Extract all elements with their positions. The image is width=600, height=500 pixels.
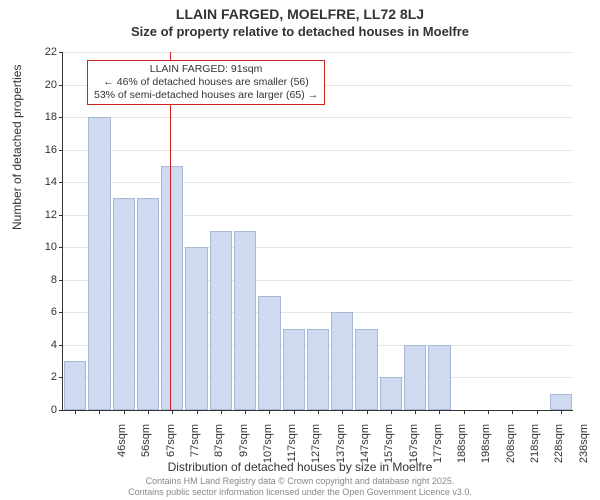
x-tick-mark — [197, 410, 198, 414]
x-tick-mark — [561, 410, 562, 414]
y-tick-mark — [59, 85, 63, 86]
histogram-bar — [428, 345, 450, 410]
y-tick-mark — [59, 312, 63, 313]
attribution-line-2: Contains public sector information licen… — [128, 487, 472, 497]
y-tick-label: 2 — [27, 371, 57, 383]
y-tick-label: 4 — [27, 339, 57, 351]
x-tick-mark — [269, 410, 270, 414]
y-tick-label: 20 — [27, 79, 57, 91]
reference-line — [170, 52, 171, 410]
x-tick-mark — [537, 410, 538, 414]
histogram-bar — [307, 329, 329, 410]
x-tick-mark — [245, 410, 246, 414]
histogram-bar — [234, 231, 256, 410]
x-axis-label: Distribution of detached houses by size … — [0, 460, 600, 474]
y-tick-label: 0 — [27, 404, 57, 416]
x-tick-mark — [294, 410, 295, 414]
histogram-bar — [64, 361, 86, 410]
histogram-bar — [161, 166, 183, 410]
x-tick-mark — [415, 410, 416, 414]
y-tick-mark — [59, 215, 63, 216]
y-tick-mark — [59, 52, 63, 53]
x-tick-mark — [342, 410, 343, 414]
annotation-line-1: LLAIN FARGED: 91sqm — [94, 63, 318, 76]
histogram-bar — [258, 296, 280, 410]
chart-title-1: LLAIN FARGED, MOELFRE, LL72 8LJ — [0, 0, 600, 22]
y-tick-mark — [59, 410, 63, 411]
y-tick-label: 12 — [27, 209, 57, 221]
y-tick-label: 10 — [27, 241, 57, 253]
histogram-bar — [137, 198, 159, 410]
x-tick-mark — [99, 410, 100, 414]
grid-line — [63, 52, 573, 53]
histogram-bar — [185, 247, 207, 410]
annotation-box: LLAIN FARGED: 91sqm← 46% of detached hou… — [87, 60, 325, 105]
x-tick-mark — [318, 410, 319, 414]
x-tick-mark — [221, 410, 222, 414]
y-tick-label: 22 — [27, 46, 57, 58]
y-tick-label: 18 — [27, 111, 57, 123]
chart-title-2: Size of property relative to detached ho… — [0, 22, 600, 39]
y-tick-mark — [59, 117, 63, 118]
y-tick-mark — [59, 182, 63, 183]
annotation-line-2: ← 46% of detached houses are smaller (56… — [94, 76, 318, 89]
x-tick-mark — [148, 410, 149, 414]
x-tick-mark — [124, 410, 125, 414]
histogram-bar — [283, 329, 305, 410]
y-tick-mark — [59, 377, 63, 378]
x-tick-mark — [172, 410, 173, 414]
histogram-bar — [404, 345, 426, 410]
histogram-bar — [355, 329, 377, 410]
y-tick-label: 16 — [27, 144, 57, 156]
y-tick-mark — [59, 345, 63, 346]
attribution-line-1: Contains HM Land Registry data © Crown c… — [146, 476, 455, 486]
y-tick-label: 8 — [27, 274, 57, 286]
grid-line — [63, 150, 573, 151]
histogram-bar — [331, 312, 353, 410]
x-tick-mark — [391, 410, 392, 414]
x-tick-mark — [464, 410, 465, 414]
grid-line — [63, 182, 573, 183]
y-tick-mark — [59, 280, 63, 281]
annotation-line-3: 53% of semi-detached houses are larger (… — [94, 89, 318, 102]
x-tick-mark — [75, 410, 76, 414]
plot-area: LLAIN FARGED: 91sqm← 46% of detached hou… — [62, 52, 573, 411]
histogram-bar — [88, 117, 110, 410]
x-tick-mark — [512, 410, 513, 414]
y-tick-label: 14 — [27, 176, 57, 188]
y-axis-label: Number of detached properties — [10, 65, 24, 230]
y-tick-mark — [59, 247, 63, 248]
x-tick-mark — [439, 410, 440, 414]
histogram-bar — [380, 377, 402, 410]
x-tick-mark — [367, 410, 368, 414]
x-tick-mark — [488, 410, 489, 414]
y-tick-mark — [59, 150, 63, 151]
chart-container: LLAIN FARGED, MOELFRE, LL72 8LJ Size of … — [0, 0, 600, 500]
histogram-bar — [550, 394, 572, 410]
histogram-bar — [210, 231, 232, 410]
attribution-text: Contains HM Land Registry data © Crown c… — [0, 476, 600, 498]
y-tick-label: 6 — [27, 306, 57, 318]
grid-line — [63, 117, 573, 118]
histogram-bar — [113, 198, 135, 410]
